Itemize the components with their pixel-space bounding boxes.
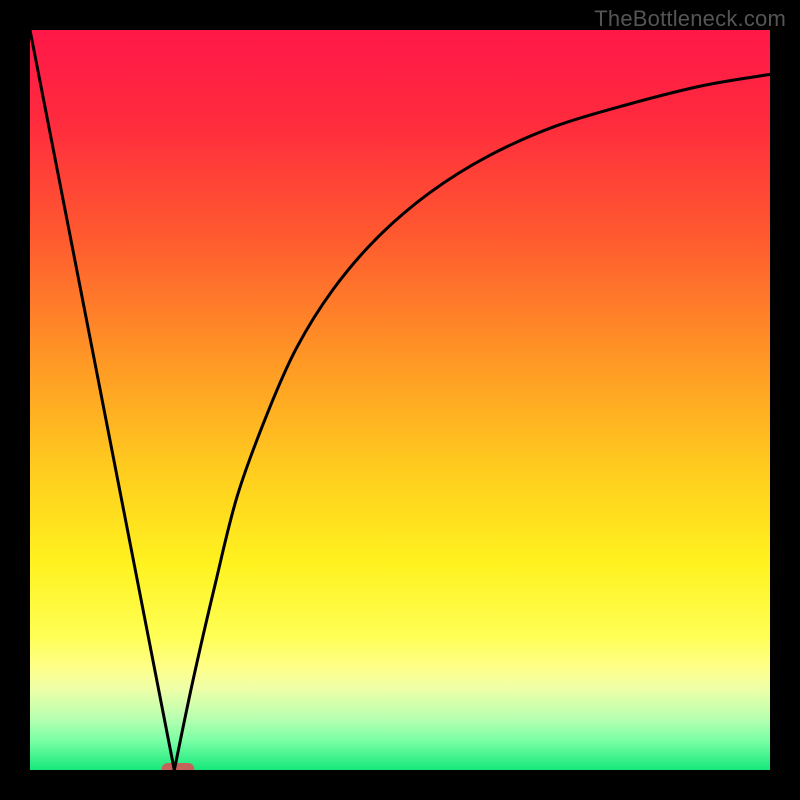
bottleneck-curve-chart — [0, 0, 800, 800]
chart-container: TheBottleneck.com — [0, 0, 800, 800]
watermark-text: TheBottleneck.com — [594, 6, 786, 32]
gradient-background — [30, 30, 770, 770]
